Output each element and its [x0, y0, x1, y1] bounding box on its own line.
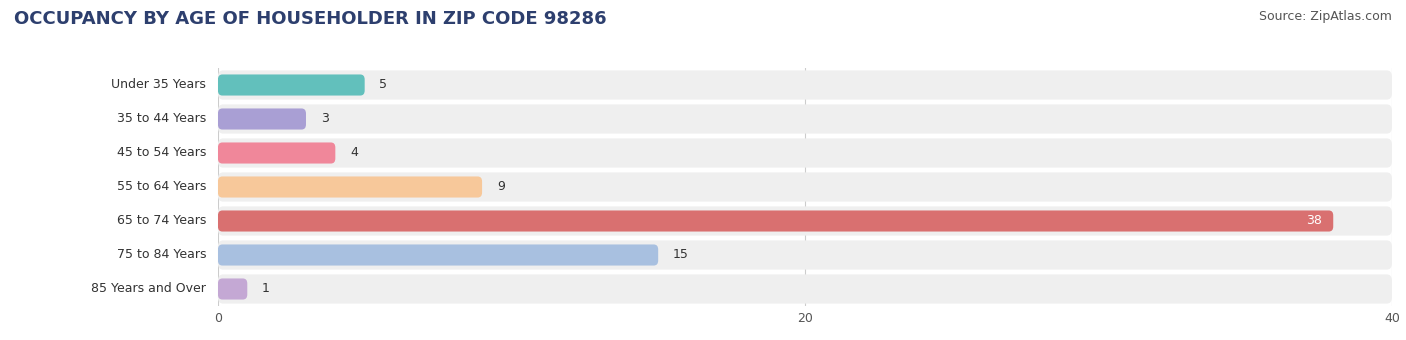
FancyBboxPatch shape: [218, 176, 482, 198]
Text: 3: 3: [321, 113, 329, 125]
Text: 4: 4: [350, 147, 359, 159]
Text: 75 to 84 Years: 75 to 84 Years: [117, 249, 207, 261]
Text: OCCUPANCY BY AGE OF HOUSEHOLDER IN ZIP CODE 98286: OCCUPANCY BY AGE OF HOUSEHOLDER IN ZIP C…: [14, 10, 606, 28]
FancyBboxPatch shape: [218, 172, 1392, 202]
Text: 65 to 74 Years: 65 to 74 Years: [117, 215, 207, 227]
FancyBboxPatch shape: [218, 274, 1392, 304]
Text: Under 35 Years: Under 35 Years: [111, 79, 207, 91]
Text: 35 to 44 Years: 35 to 44 Years: [117, 113, 207, 125]
FancyBboxPatch shape: [218, 108, 307, 130]
FancyBboxPatch shape: [218, 142, 336, 164]
Text: 15: 15: [673, 249, 689, 261]
Text: 85 Years and Over: 85 Years and Over: [91, 283, 207, 295]
FancyBboxPatch shape: [218, 244, 658, 266]
Text: 1: 1: [262, 283, 270, 295]
FancyBboxPatch shape: [218, 210, 1333, 232]
FancyBboxPatch shape: [218, 138, 1392, 168]
Text: Source: ZipAtlas.com: Source: ZipAtlas.com: [1258, 10, 1392, 23]
Text: 45 to 54 Years: 45 to 54 Years: [117, 147, 207, 159]
FancyBboxPatch shape: [218, 206, 1392, 236]
FancyBboxPatch shape: [218, 104, 1392, 134]
FancyBboxPatch shape: [218, 74, 364, 96]
Text: 38: 38: [1306, 215, 1322, 227]
Text: 5: 5: [380, 79, 388, 91]
FancyBboxPatch shape: [218, 240, 1392, 270]
FancyBboxPatch shape: [218, 70, 1392, 100]
Text: 55 to 64 Years: 55 to 64 Years: [117, 181, 207, 193]
Text: 9: 9: [496, 181, 505, 193]
FancyBboxPatch shape: [218, 278, 247, 300]
